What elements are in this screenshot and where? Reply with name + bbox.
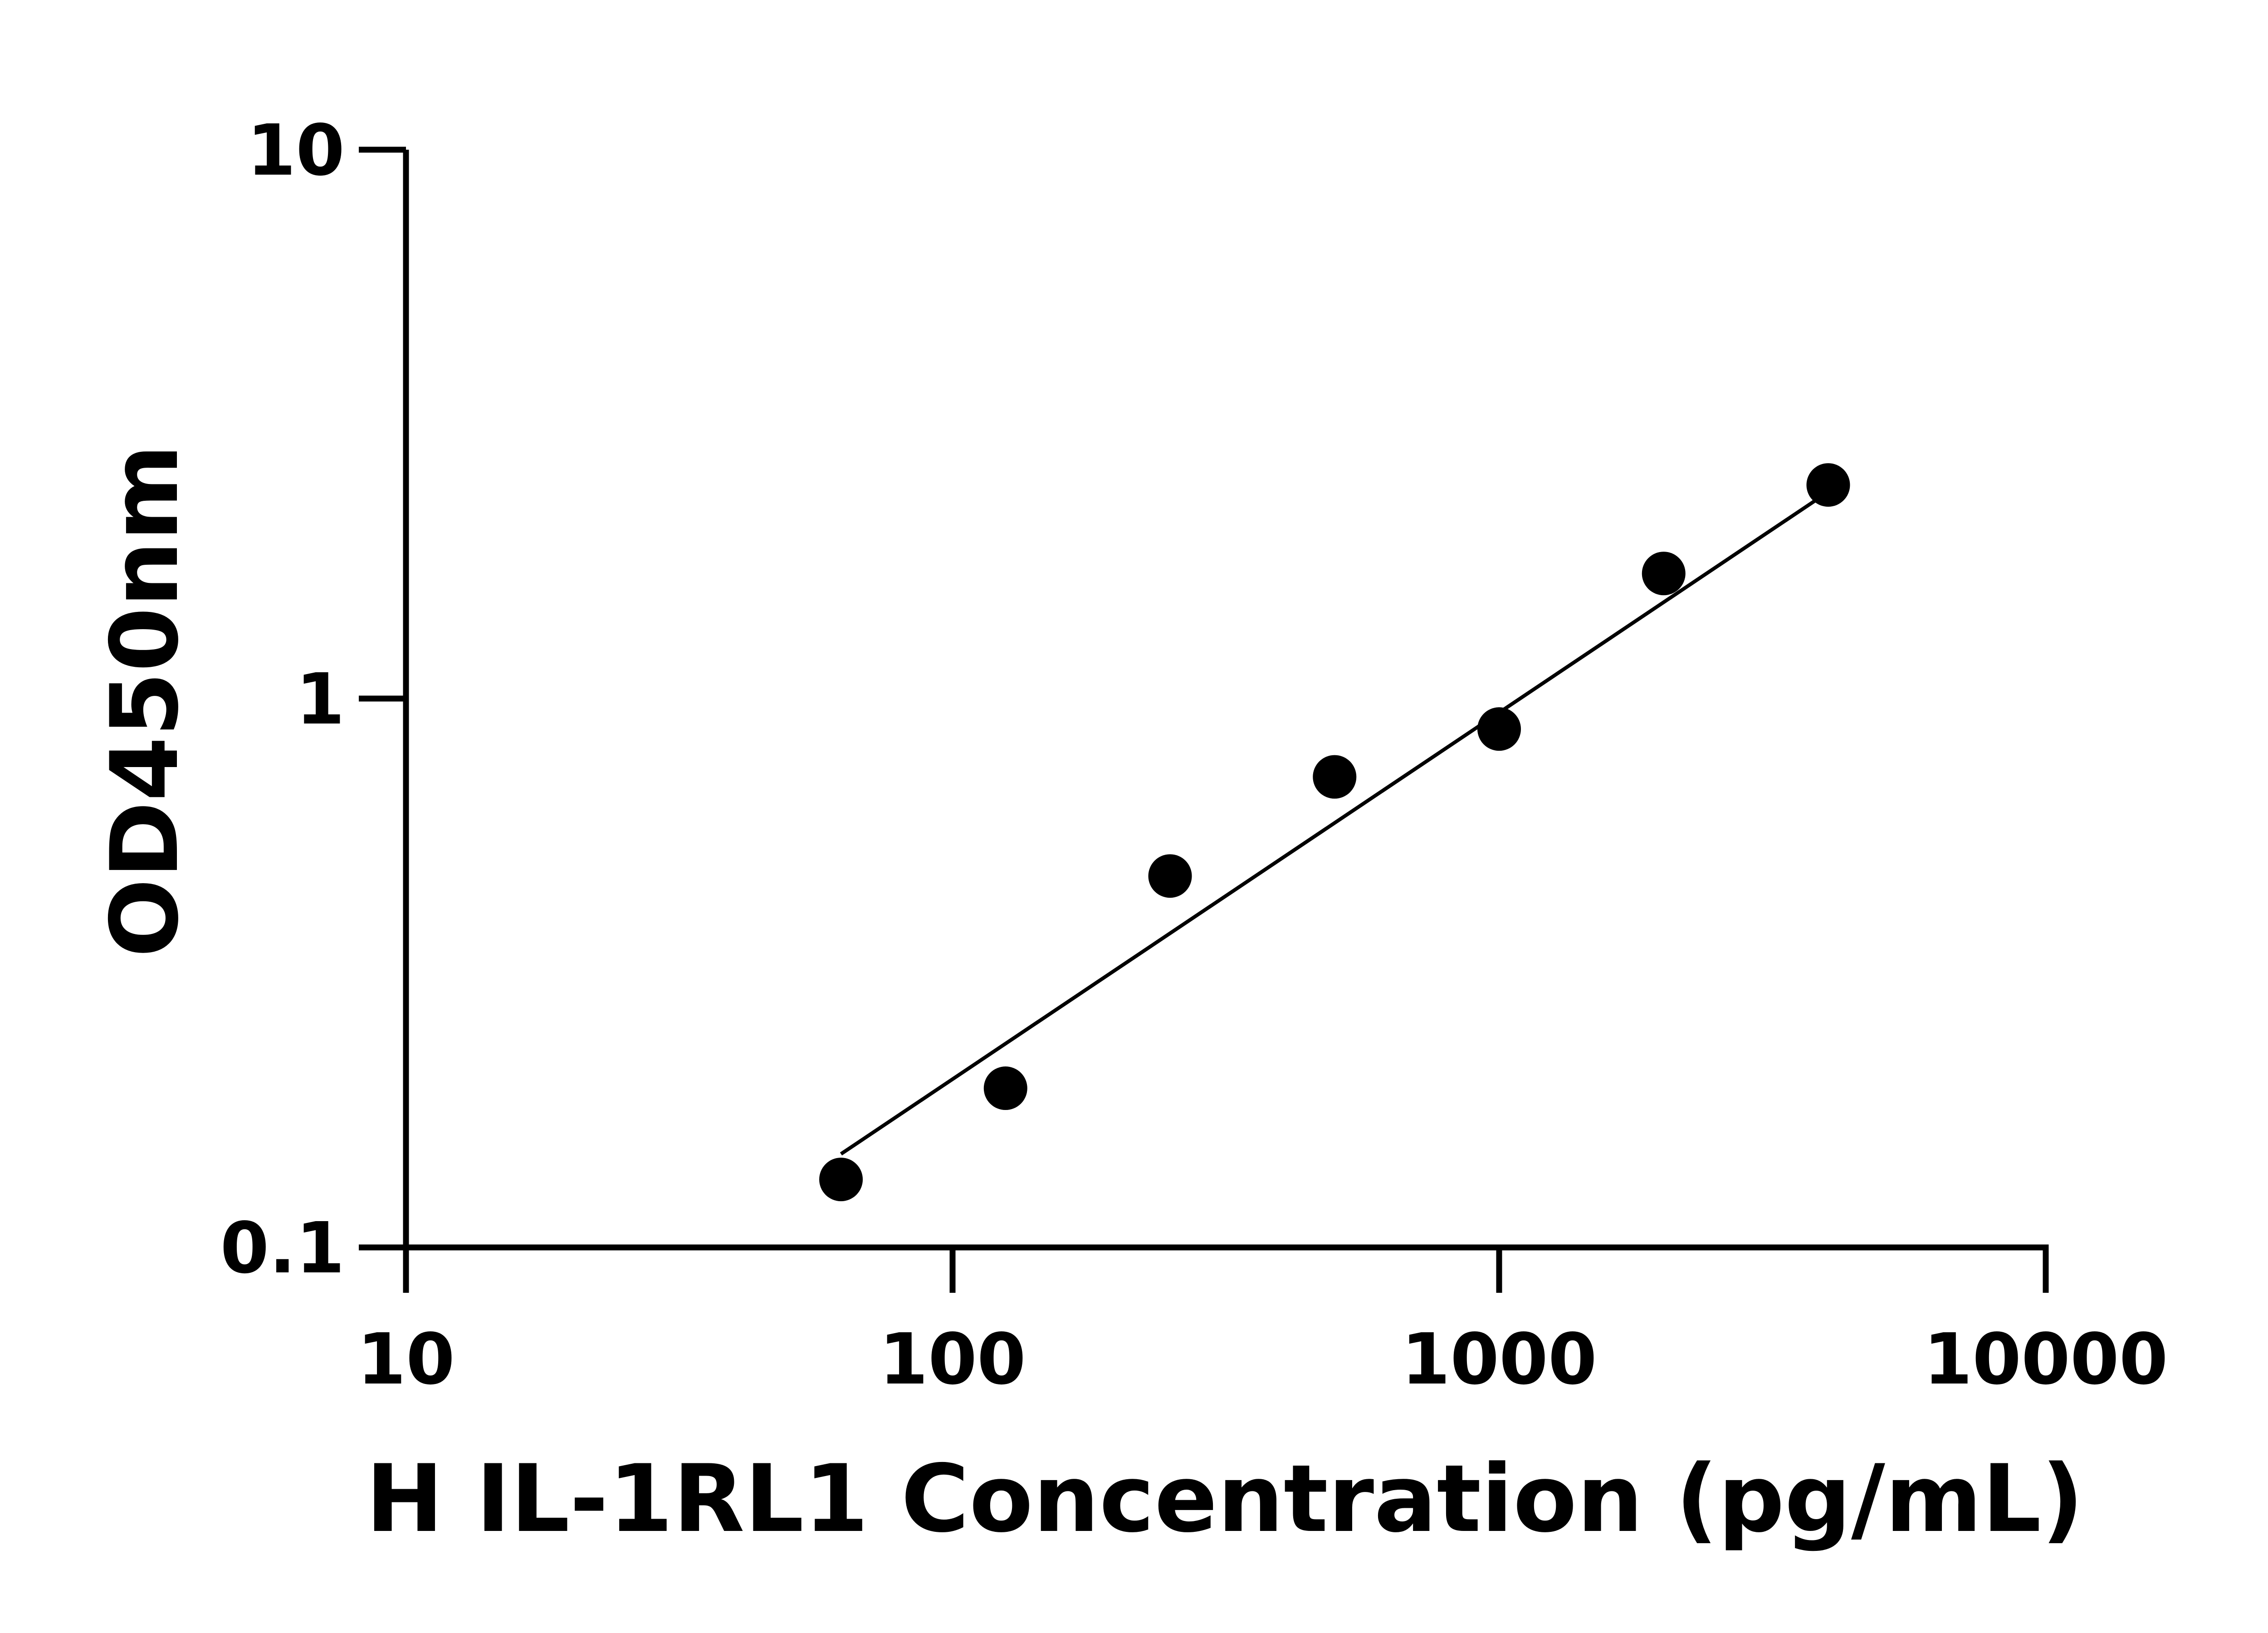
- axes: [359, 147, 2049, 1293]
- y-tick-label: 1: [296, 658, 345, 740]
- data-point: [819, 1158, 863, 1202]
- data-point: [1642, 552, 1686, 596]
- y-tick-label: 10: [247, 109, 345, 191]
- y-axis-title: OD450nm: [91, 444, 199, 958]
- data-point: [1148, 854, 1192, 898]
- data-point: [1313, 755, 1357, 799]
- x-tick-label: 10: [357, 1318, 455, 1400]
- x-tick-label: 100: [879, 1318, 1026, 1400]
- data-points: [819, 463, 1850, 1202]
- data-point: [983, 1066, 1027, 1110]
- x-tick-label: 1000: [1401, 1318, 1597, 1400]
- y-tick-label: 0.1: [220, 1207, 345, 1289]
- data-point: [1477, 707, 1521, 751]
- fit-line: [840, 490, 1829, 1156]
- x-tick-label: 10000: [1923, 1318, 2168, 1400]
- data-point: [1806, 463, 1850, 507]
- tick-labels: 0.1 1 10 10 100 1000 10000: [220, 109, 2168, 1400]
- x-axis-title: H IL-1RL1 Concentration (pg/mL): [366, 1445, 2084, 1553]
